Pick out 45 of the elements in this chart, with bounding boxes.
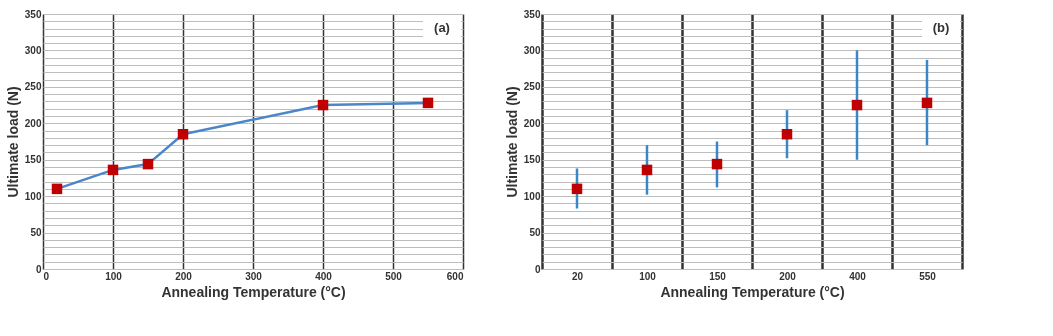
annotation: (b) <box>932 20 950 35</box>
y-tick-label: 200 <box>523 117 541 129</box>
y-axis-title: Ultimate load (N) <box>4 86 21 198</box>
y-tick-label: 350 <box>24 8 42 20</box>
y-tick-label: 50 <box>529 227 541 239</box>
y-tick-label: 200 <box>24 117 42 129</box>
x-tick-label: 200 <box>779 270 797 282</box>
x-tick-label: 20 <box>571 270 584 282</box>
point <box>641 164 653 176</box>
y-tick-label: 100 <box>24 190 42 202</box>
point <box>422 97 434 109</box>
annotation: (a) <box>434 20 450 35</box>
y-tick-label: 250 <box>523 81 541 93</box>
y-tick-label: 300 <box>523 44 541 56</box>
point <box>571 183 583 195</box>
y-axis-title: Ultimate load (N) <box>503 86 520 198</box>
y-tick-label: 150 <box>523 154 541 166</box>
x-tick-label: 400 <box>849 270 867 282</box>
x-tick-label: 500 <box>385 270 403 282</box>
y-tick-label: 350 <box>523 8 541 20</box>
point <box>177 128 189 140</box>
x-axis-title: Annealing Temperature (°C) <box>161 283 346 300</box>
x-tick-label: 100 <box>105 270 123 282</box>
point <box>317 99 329 111</box>
point <box>107 164 119 176</box>
point <box>711 158 723 170</box>
x-tick-label: 550 <box>919 270 937 282</box>
y-tick-label: 50 <box>30 227 42 239</box>
y-tick-label: 250 <box>24 81 42 93</box>
x-tick-label: 150 <box>709 270 727 282</box>
point <box>851 99 863 111</box>
x-tick-label: 600 <box>446 270 464 282</box>
y-tick-label: 300 <box>24 44 42 56</box>
point <box>921 97 933 109</box>
point <box>51 183 63 195</box>
point <box>142 158 154 170</box>
x-axis-title: Annealing Temperature (°C) <box>660 283 845 300</box>
x-tick-label: 200 <box>175 270 193 282</box>
x-tick-label: 400 <box>315 270 333 282</box>
x-tick-label: 100 <box>639 270 657 282</box>
point <box>781 128 793 140</box>
x-tick-label: 0 <box>43 270 50 282</box>
y-tick-label: 150 <box>24 154 42 166</box>
x-tick-label: 300 <box>245 270 263 282</box>
y-tick-label: 100 <box>523 190 541 202</box>
